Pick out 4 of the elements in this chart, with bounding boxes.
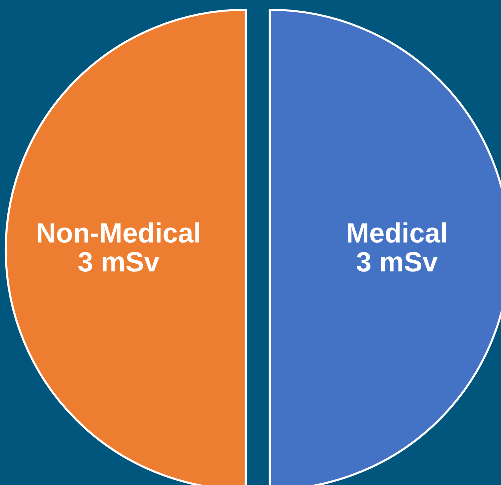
data-label: 3 mSv [78,252,160,272]
data-label: 3 mSv [356,252,438,272]
slice-label: Medical [348,222,446,243]
slice-label: Non-Medical [38,222,200,243]
